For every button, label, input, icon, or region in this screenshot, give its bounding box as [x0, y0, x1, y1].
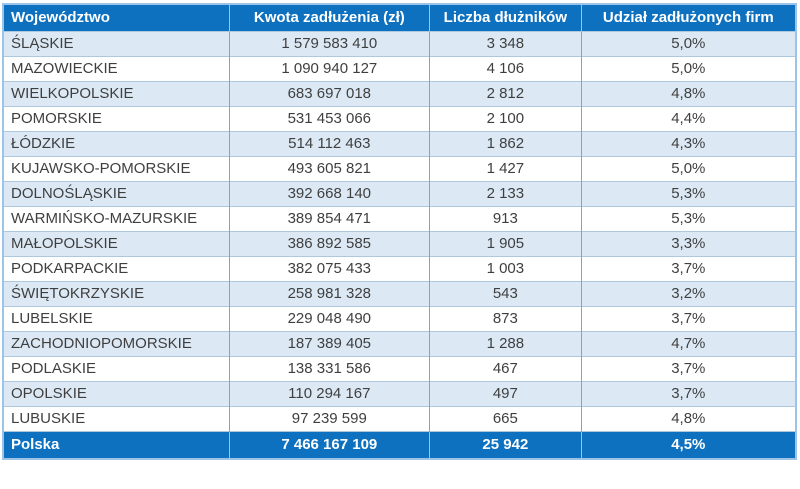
cell-udzial: 4,7% — [580, 330, 796, 356]
cell-wojewodztwo: POMORSKIE — [3, 105, 229, 131]
cell-liczba: 873 — [429, 305, 582, 331]
column-header-liczba-dluznikow: Liczba dłużników — [429, 4, 582, 31]
table-row: MAŁOPOLSKIE 386 892 585 1 905 3,3% — [3, 230, 796, 256]
table-row: KUJAWSKO-POMORSKIE 493 605 821 1 427 5,0% — [3, 155, 796, 181]
cell-udzial: 3,7% — [580, 355, 796, 381]
table-row: ŁÓDZKIE 514 112 463 1 862 4,3% — [3, 130, 796, 156]
table-row: PODKARPACKIE 382 075 433 1 003 3,7% — [3, 255, 796, 281]
cell-udzial: 3,7% — [580, 255, 796, 281]
cell-liczba: 2 812 — [429, 80, 582, 106]
table-row: POMORSKIE 531 453 066 2 100 4,4% — [3, 105, 796, 131]
table-body: ŚLĄSKIE 1 579 583 410 3 348 5,0% MAZOWIECKIE… — [3, 30, 796, 431]
footer-cell-udzial: 4,5% — [580, 430, 796, 459]
cell-liczba: 3 348 — [429, 30, 582, 56]
cell-liczba: 1 905 — [429, 230, 582, 256]
column-header-udzial-zadluzonych-firm: Udział zadłużonych firm — [580, 4, 796, 31]
cell-kwota: 229 048 490 — [228, 305, 430, 331]
table-row: LUBELSKIE 229 048 490 873 3,7% — [3, 305, 796, 331]
cell-kwota: 514 112 463 — [228, 130, 430, 156]
cell-kwota: 1 579 583 410 — [228, 30, 430, 56]
cell-kwota: 392 668 140 — [228, 180, 430, 206]
table-row: WARMIŃSKO-MAZURSKIE 389 854 471 913 5,3% — [3, 205, 796, 231]
cell-wojewodztwo: MAŁOPOLSKIE — [3, 230, 229, 256]
cell-wojewodztwo: OPOLSKIE — [3, 380, 229, 406]
cell-kwota: 382 075 433 — [228, 255, 430, 281]
footer-cell-liczba: 25 942 — [429, 430, 582, 459]
cell-liczba: 2 100 — [429, 105, 582, 131]
cell-wojewodztwo: KUJAWSKO-POMORSKIE — [3, 155, 229, 181]
cell-liczba: 2 133 — [429, 180, 582, 206]
table-row: DOLNOŚLĄSKIE 392 668 140 2 133 5,3% — [3, 180, 796, 206]
cell-udzial: 4,8% — [580, 80, 796, 106]
cell-kwota: 138 331 586 — [228, 355, 430, 381]
footer-cell-kwota: 7 466 167 109 — [228, 430, 430, 459]
column-header-kwota-zadluzenia: Kwota zadłużenia (zł) — [228, 4, 430, 31]
cell-wojewodztwo: WARMIŃSKO-MAZURSKIE — [3, 205, 229, 231]
cell-kwota: 97 239 599 — [228, 405, 430, 431]
cell-udzial: 5,0% — [580, 55, 796, 81]
cell-liczba: 665 — [429, 405, 582, 431]
cell-udzial: 3,7% — [580, 305, 796, 331]
table-row: ŚLĄSKIE 1 579 583 410 3 348 5,0% — [3, 30, 796, 56]
cell-wojewodztwo: ŚLĄSKIE — [3, 30, 229, 56]
cell-kwota: 683 697 018 — [228, 80, 430, 106]
table-row: ŚWIĘTOKRZYSKIE 258 981 328 543 3,2% — [3, 280, 796, 306]
cell-liczba: 1 003 — [429, 255, 582, 281]
cell-liczba: 543 — [429, 280, 582, 306]
cell-kwota: 389 854 471 — [228, 205, 430, 231]
cell-kwota: 187 389 405 — [228, 330, 430, 356]
cell-wojewodztwo: PODKARPACKIE — [3, 255, 229, 281]
cell-udzial: 5,0% — [580, 155, 796, 181]
voivodeship-debt-table: Województwo Kwota zadłużenia (zł) Liczba… — [2, 3, 797, 460]
cell-kwota: 258 981 328 — [228, 280, 430, 306]
cell-kwota: 386 892 585 — [228, 230, 430, 256]
cell-liczba: 467 — [429, 355, 582, 381]
cell-liczba: 1 288 — [429, 330, 582, 356]
column-header-wojewodztwo: Województwo — [3, 4, 229, 31]
table-row: PODLASKIE 138 331 586 467 3,7% — [3, 355, 796, 381]
cell-wojewodztwo: DOLNOŚLĄSKIE — [3, 180, 229, 206]
cell-udzial: 4,8% — [580, 405, 796, 431]
cell-wojewodztwo: PODLASKIE — [3, 355, 229, 381]
cell-wojewodztwo: LUBUSKIE — [3, 405, 229, 431]
cell-kwota: 493 605 821 — [228, 155, 430, 181]
cell-liczba: 4 106 — [429, 55, 582, 81]
cell-wojewodztwo: ZACHODNIOPOMORSKIE — [3, 330, 229, 356]
cell-wojewodztwo: WIELKOPOLSKIE — [3, 80, 229, 106]
cell-udzial: 3,3% — [580, 230, 796, 256]
cell-liczba: 497 — [429, 380, 582, 406]
cell-udzial: 3,2% — [580, 280, 796, 306]
header-row: Województwo Kwota zadłużenia (zł) Liczba… — [3, 4, 796, 31]
footer-row-polska: Polska 7 466 167 109 25 942 4,5% — [3, 430, 796, 459]
cell-udzial: 4,3% — [580, 130, 796, 156]
cell-udzial: 5,3% — [580, 180, 796, 206]
cell-liczba: 1 427 — [429, 155, 582, 181]
table-row: MAZOWIECKIE 1 090 940 127 4 106 5,0% — [3, 55, 796, 81]
cell-liczba: 913 — [429, 205, 582, 231]
cell-wojewodztwo: LUBELSKIE — [3, 305, 229, 331]
table-row: WIELKOPOLSKIE 683 697 018 2 812 4,8% — [3, 80, 796, 106]
footer-cell-wojewodztwo: Polska — [3, 430, 229, 459]
cell-kwota: 110 294 167 — [228, 380, 430, 406]
cell-udzial: 5,0% — [580, 30, 796, 56]
cell-wojewodztwo: ŚWIĘTOKRZYSKIE — [3, 280, 229, 306]
table-footer: Polska 7 466 167 109 25 942 4,5% — [3, 430, 796, 459]
table-row: ZACHODNIOPOMORSKIE 187 389 405 1 288 4,7% — [3, 330, 796, 356]
table-header: Województwo Kwota zadłużenia (zł) Liczba… — [3, 4, 796, 31]
cell-udzial: 5,3% — [580, 205, 796, 231]
cell-udzial: 3,7% — [580, 380, 796, 406]
cell-wojewodztwo: MAZOWIECKIE — [3, 55, 229, 81]
cell-wojewodztwo: ŁÓDZKIE — [3, 130, 229, 156]
cell-kwota: 1 090 940 127 — [228, 55, 430, 81]
cell-udzial: 4,4% — [580, 105, 796, 131]
table-row: LUBUSKIE 97 239 599 665 4,8% — [3, 405, 796, 431]
cell-liczba: 1 862 — [429, 130, 582, 156]
cell-kwota: 531 453 066 — [228, 105, 430, 131]
table-row: OPOLSKIE 110 294 167 497 3,7% — [3, 380, 796, 406]
